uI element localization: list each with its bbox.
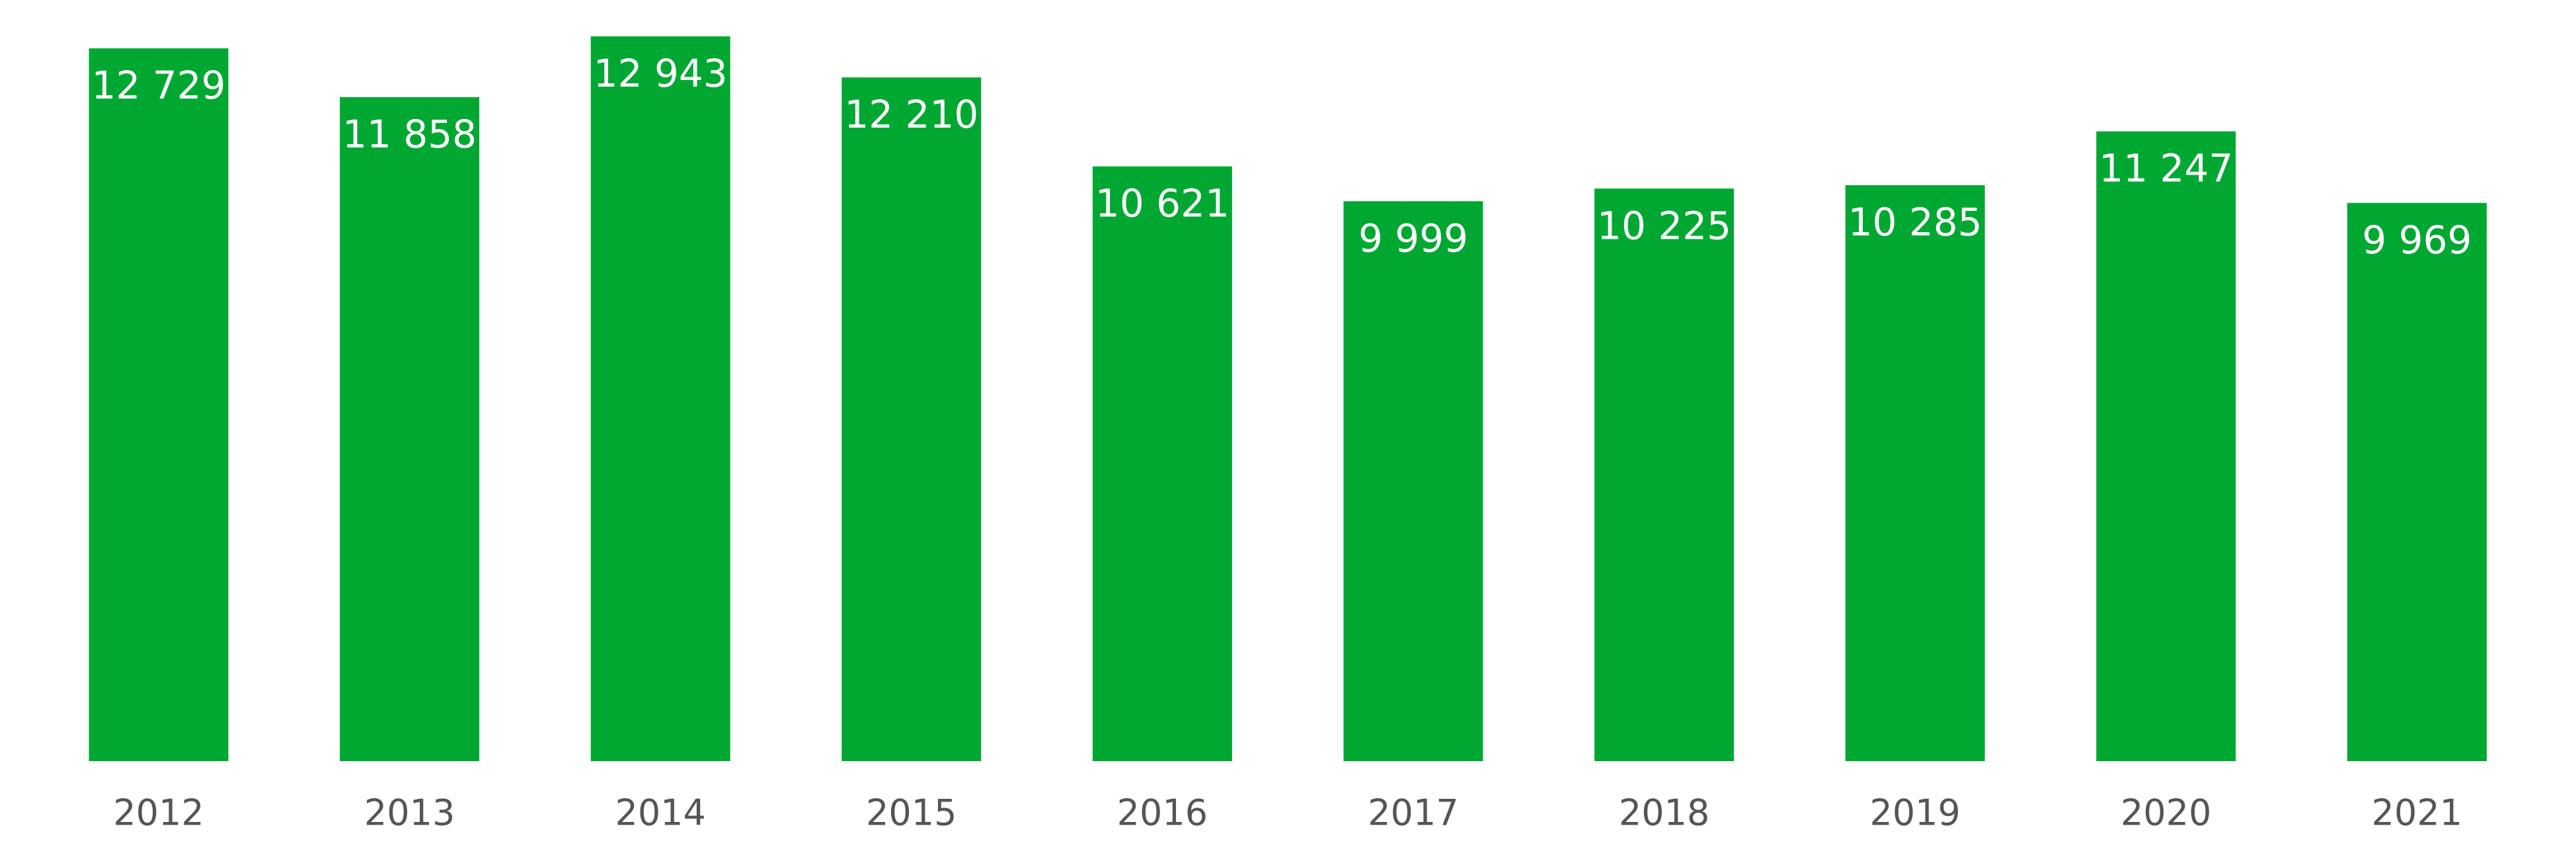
x-tick-label: 2012 xyxy=(113,792,204,834)
value-label: 10 621 xyxy=(1095,181,1229,226)
x-tick-label: 2019 xyxy=(1869,792,1960,834)
value-label: 10 225 xyxy=(1597,203,1731,248)
bar xyxy=(1343,201,1483,761)
bar xyxy=(2347,202,2487,761)
x-tick-label: 2017 xyxy=(1368,792,1458,834)
value-label: 9 999 xyxy=(1358,216,1468,261)
value-label: 12 729 xyxy=(92,63,226,108)
x-tick-label: 2014 xyxy=(615,792,705,834)
bar xyxy=(590,36,730,761)
value-label: 9 969 xyxy=(2362,218,2472,263)
bar xyxy=(841,77,982,761)
x-tick-label: 2016 xyxy=(1117,792,1208,834)
bar xyxy=(1092,166,1232,762)
bar xyxy=(340,97,480,761)
value-label: 10 285 xyxy=(1848,200,1982,245)
bar xyxy=(1845,185,1985,761)
value-label: 12 943 xyxy=(594,51,728,96)
value-label: 11 858 xyxy=(342,112,477,157)
x-tick-label: 2015 xyxy=(866,792,956,834)
bar xyxy=(89,48,229,761)
x-tick-label: 2021 xyxy=(2372,792,2462,834)
x-tick-label: 2020 xyxy=(2121,792,2211,834)
bar xyxy=(2096,131,2236,761)
x-tick-label: 2013 xyxy=(364,792,455,834)
value-label: 11 247 xyxy=(2099,146,2233,191)
x-tick-label: 2018 xyxy=(1619,792,1709,834)
value-label: 12 210 xyxy=(844,92,978,137)
bar xyxy=(1594,188,1735,761)
